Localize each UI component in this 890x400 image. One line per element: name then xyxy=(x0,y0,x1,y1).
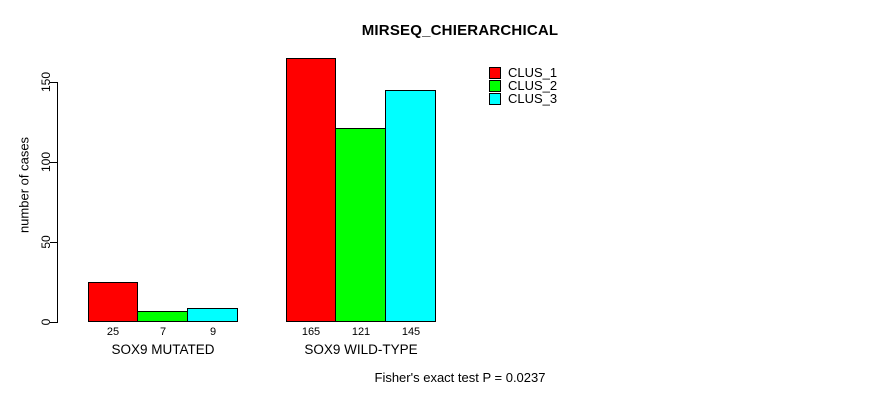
bar-value-label: 9 xyxy=(209,326,217,338)
y-axis-title: number of cases xyxy=(16,136,32,234)
fisher-test-annotation: Fisher's exact test P = 0.0237 xyxy=(374,370,546,385)
bar-clus_2 xyxy=(137,311,188,322)
y-tick-mark xyxy=(50,322,57,323)
legend-swatch-icon xyxy=(489,92,501,105)
y-tick-label: 150 xyxy=(39,71,53,93)
legend-item-clus_2: CLUS_2 xyxy=(489,79,557,92)
bar-clus_1 xyxy=(286,58,336,322)
bar-clus_3 xyxy=(187,308,238,322)
legend-label: CLUS_3 xyxy=(508,91,558,107)
y-tick-mark xyxy=(50,162,57,163)
bar-value-label: 165 xyxy=(301,326,321,338)
y-axis-line xyxy=(57,82,58,323)
legend-item-clus_1: CLUS_1 xyxy=(489,66,557,79)
y-tick-label: 50 xyxy=(39,235,53,249)
bar-value-label: 25 xyxy=(106,326,120,338)
legend-label: CLUS_1 xyxy=(508,65,558,81)
legend-swatch-icon xyxy=(489,79,501,92)
bar-value-label: 121 xyxy=(351,326,371,338)
bar-clus_1 xyxy=(88,282,138,322)
bar-clus_2 xyxy=(335,128,386,322)
bar-value-label: 145 xyxy=(401,326,421,338)
y-tick-mark xyxy=(50,242,57,243)
legend: CLUS_1 CLUS_2 CLUS_3 xyxy=(489,66,557,106)
bar-clus_3 xyxy=(385,90,436,322)
y-tick-label: 100 xyxy=(39,151,53,173)
bar-value-label: 7 xyxy=(159,326,167,338)
x-category-label: SOX9 MUTATED xyxy=(111,342,215,357)
x-category-label: SOX9 WILD-TYPE xyxy=(304,342,418,357)
y-tick-mark xyxy=(50,82,57,83)
chart-title: MIRSEQ_CHIERARCHICAL xyxy=(361,22,559,39)
y-tick-label: 0 xyxy=(39,318,53,326)
legend-item-clus_3: CLUS_3 xyxy=(489,92,557,105)
legend-label: CLUS_2 xyxy=(508,78,558,94)
legend-swatch-icon xyxy=(489,66,501,79)
